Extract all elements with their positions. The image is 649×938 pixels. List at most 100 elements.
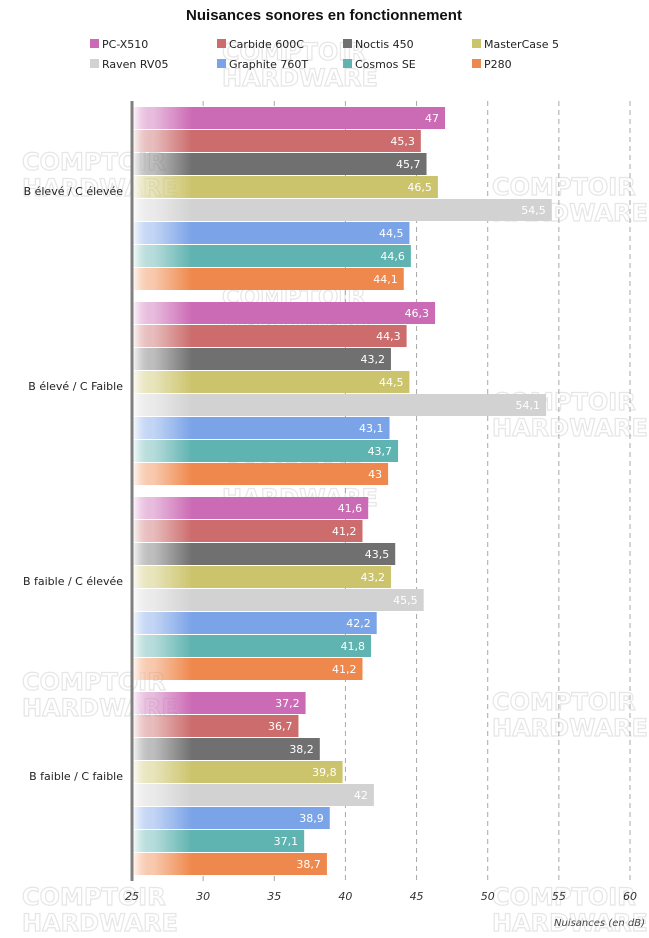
legend-label: P280 [484, 58, 512, 71]
legend-item: Noctis 450 [343, 38, 414, 51]
bar [133, 130, 421, 152]
bar [133, 199, 552, 221]
legend-label: MasterCase 5 [484, 38, 559, 51]
x-tick-label: 55 [552, 890, 566, 903]
data-label: 42,2 [346, 617, 371, 630]
bars: 47 45,3 45,7 46,5 54,5 44,5 44,6 44,1 46,3 44,3 43… [133, 107, 552, 875]
data-label: 41,6 [338, 502, 363, 515]
bar [133, 245, 411, 267]
bar [133, 440, 399, 462]
data-label: 37,2 [275, 697, 300, 710]
legend-swatch [217, 39, 226, 48]
legend-item: Graphite 760T [217, 58, 308, 71]
legend-label: Cosmos SE [355, 58, 416, 71]
bar [133, 394, 547, 416]
bar [133, 520, 363, 542]
data-label: 44,1 [373, 273, 398, 286]
legend-swatch [90, 59, 99, 68]
legend-label: PC-X510 [102, 38, 148, 51]
bar [133, 715, 299, 737]
x-axis-title: Nuisances (en dB) [554, 918, 645, 929]
bar [133, 107, 446, 129]
chart-title: Nuisances sonores en fonctionnement [186, 7, 462, 24]
x-tick-label: 30 [196, 890, 210, 903]
bar [133, 325, 407, 347]
data-label: 44,5 [379, 227, 404, 240]
watermark-text: HARDWARE [492, 714, 648, 742]
x-tick-label: 35 [267, 890, 281, 903]
watermark-text: COMPTOIR [492, 688, 636, 716]
legend-label: Raven RV05 [102, 58, 168, 71]
data-label: 44,5 [379, 376, 404, 389]
legend-swatch [343, 59, 352, 68]
data-label: 39,8 [312, 766, 337, 779]
x-tick-label: 50 [481, 890, 495, 903]
bar [133, 497, 369, 519]
legend-item: MasterCase 5 [472, 38, 559, 51]
legend-item: P280 [472, 58, 512, 71]
bar [133, 738, 320, 760]
bar [133, 635, 372, 657]
data-label: 54,5 [521, 204, 546, 217]
data-label: 47 [425, 112, 439, 125]
data-label: 37,1 [274, 835, 299, 848]
watermark-text: COMPTOIR [492, 883, 636, 911]
data-label: 38,7 [296, 858, 321, 871]
legend-item: Carbide 600C [217, 38, 304, 51]
data-label: 54,1 [516, 399, 541, 412]
data-label: 38,9 [299, 812, 324, 825]
legend: PC-X510 Carbide 600C Noctis 450 MasterCase … [90, 38, 559, 71]
bar [133, 853, 327, 875]
data-label: 46,3 [405, 307, 430, 320]
bar [133, 830, 305, 852]
legend-swatch [472, 59, 481, 68]
data-label: 45,3 [390, 135, 415, 148]
category-label: B faible / C faible [29, 770, 123, 783]
bar-group: 46,3 44,3 43,2 44,5 54,1 43,1 43,7 43 [133, 302, 547, 485]
watermark-text: COMPTOIR [492, 173, 636, 201]
bar [133, 543, 396, 565]
category-labels: B élevé / C élevée B élevé / C Faible B fa… [23, 185, 123, 783]
bar [133, 612, 377, 634]
bar [133, 784, 374, 806]
bar [133, 417, 390, 439]
bar [133, 302, 436, 324]
bar [133, 761, 343, 783]
data-label: 43 [368, 468, 382, 481]
x-tick-label: 45 [410, 890, 424, 903]
bar [133, 589, 424, 611]
data-label: 45,7 [396, 158, 421, 171]
data-label: 41,2 [332, 525, 357, 538]
data-label: 43,2 [360, 353, 385, 366]
legend-label: Graphite 760T [229, 58, 308, 71]
bar [133, 153, 427, 175]
data-label: 43,5 [365, 548, 390, 561]
bar [133, 268, 404, 290]
legend-swatch [472, 39, 481, 48]
bar [133, 371, 410, 393]
bar-group: 47 45,3 45,7 46,5 54,5 44,5 44,6 44,1 [133, 107, 552, 290]
legend-swatch [90, 39, 99, 48]
bar-group: 41,6 41,2 43,5 43,2 45,5 42,2 41,8 41,2 [133, 497, 424, 680]
legend-label: Carbide 600C [229, 38, 304, 51]
legend-label: Noctis 450 [355, 38, 414, 51]
data-label: 43,2 [360, 571, 385, 584]
bar [133, 807, 330, 829]
x-tick-label: 40 [338, 890, 352, 903]
legend-item: Raven RV05 [90, 58, 168, 71]
category-label: B faible / C élevée [23, 575, 123, 588]
bar [133, 463, 389, 485]
bar [133, 348, 391, 370]
x-tick-label: 25 [125, 890, 139, 903]
gridlines [202, 101, 631, 881]
data-label: 43,1 [359, 422, 384, 435]
data-label: 42 [354, 789, 368, 802]
data-label: 43,7 [368, 445, 393, 458]
watermark-text: HARDWARE [22, 909, 178, 937]
watermark-text: COMPTOIR [22, 883, 166, 911]
watermark-text: HARDWARE [492, 909, 648, 937]
legend-item: Cosmos SE [343, 58, 416, 71]
bar [133, 222, 410, 244]
legend-item: PC-X510 [90, 38, 148, 51]
